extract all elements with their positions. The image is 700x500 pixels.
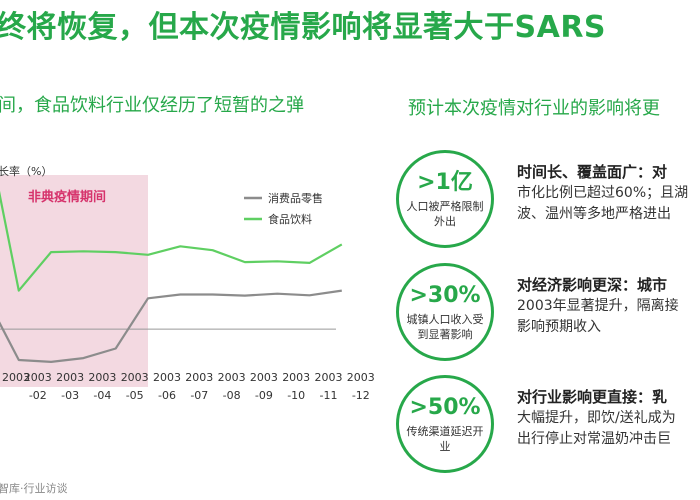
- x-tick-month: -10: [287, 389, 305, 402]
- x-tick-year: 2003: [88, 371, 116, 384]
- x-tick-year: 2003: [347, 371, 375, 384]
- x-tick-year: 2003: [185, 371, 213, 384]
- impact-item-channel: >50% 传统渠道延迟开业 对行业影响更直接：乳 大幅提升，即饮/送礼成为 出行…: [396, 375, 700, 485]
- x-tick-year: 2003: [24, 371, 52, 384]
- impact-item-income: >30% 城镇人口收入受到显著影响 对经济影响更深：城市 2003年显著提升，隔…: [396, 263, 700, 373]
- growth-line-chart: 非典疫情期间 长率（%）消费品零售食品饮料2003-022003-032003-…: [0, 164, 375, 402]
- x-tick-month: -04: [93, 389, 111, 402]
- x-tick-year: 2003: [250, 371, 278, 384]
- source-footer: 智库·行业访谈: [0, 482, 68, 495]
- impact-line: 波、温州等多地严格进出: [517, 206, 671, 222]
- x-tick-year: 2003: [121, 371, 149, 384]
- x-tick-year: 2003: [2, 371, 30, 384]
- impact-heading: 时间长、覆盖面广：对: [517, 163, 668, 181]
- stat-circle: >50% 传统渠道延迟开业: [396, 375, 494, 473]
- impact-line: 大幅提升，即饮/送礼成为: [517, 410, 676, 426]
- x-tick-month: -07: [190, 389, 208, 402]
- impact-heading: 对经济影响更深：城市: [517, 276, 668, 294]
- x-tick-year: 2003: [153, 371, 181, 384]
- stat-description: 城镇人口收入受到显著影响: [406, 312, 484, 341]
- shaded-period-label: 非典疫情期间: [28, 189, 106, 205]
- x-tick-year: 2003: [315, 371, 343, 384]
- impact-text: 对行业影响更直接：乳 大幅提升，即饮/送礼成为 出行停止对常温奶冲击巨: [517, 387, 700, 450]
- legend-label-0: 消费品零售: [268, 191, 323, 205]
- stat-circle: >30% 城镇人口收入受到显著影响: [396, 263, 494, 361]
- shaded-period: [0, 175, 148, 387]
- impact-line: 影响预期收入: [517, 319, 601, 335]
- right-subtitle: 预计本次疫情对行业的影响将更: [408, 98, 660, 119]
- left-subtitle: 间，食品饮料行业仅经历了短暂的之弹: [0, 95, 304, 116]
- x-tick-month: -11: [320, 389, 338, 402]
- page-title: 终将恢复，但本次疫情影响将显著大于SARS: [0, 10, 607, 45]
- x-tick-year: 2003: [282, 371, 310, 384]
- x-tick-month: -06: [158, 389, 176, 402]
- impact-text: 对经济影响更深：城市 2003年显著提升，隔离接 影响预期收入: [517, 275, 700, 338]
- impact-line: 市化比例已超过60%；且湖: [517, 185, 689, 201]
- x-tick-year: 2003: [56, 371, 84, 384]
- stat-description: 人口被严格限制外出: [406, 199, 484, 228]
- x-tick-month: -03: [61, 389, 79, 402]
- x-tick-month: -12: [352, 389, 370, 402]
- legend-label-1: 食品饮料: [268, 212, 312, 226]
- stat-circle: >1亿 人口被严格限制外出: [396, 150, 494, 248]
- x-tick-month: -05: [126, 389, 144, 402]
- stat-value: >1亿: [417, 169, 473, 195]
- impact-item-population: >1亿 人口被严格限制外出 时间长、覆盖面广：对 市化比例已超过60%；且湖 波…: [396, 150, 700, 260]
- x-tick-month: -02: [29, 389, 47, 402]
- stat-description: 传统渠道延迟开业: [406, 424, 484, 453]
- series-line-0: [0, 289, 342, 363]
- impact-line: 出行停止对常温奶冲击巨: [517, 431, 671, 447]
- impact-text: 时间长、覆盖面广：对 市化比例已超过60%；且湖 波、温州等多地严格进出: [517, 162, 700, 225]
- stat-value: >50%: [409, 394, 481, 420]
- series-line-1: [0, 190, 343, 292]
- x-tick-month: -09: [255, 389, 273, 402]
- impact-heading: 对行业影响更直接：乳: [517, 388, 668, 406]
- stat-value: >30%: [409, 282, 481, 308]
- x-tick-month: -08: [223, 389, 241, 402]
- y-axis-label: 长率（%）: [0, 164, 52, 178]
- x-tick-year: 2003: [218, 371, 246, 384]
- impact-line: 2003年显著提升，隔离接: [517, 298, 679, 314]
